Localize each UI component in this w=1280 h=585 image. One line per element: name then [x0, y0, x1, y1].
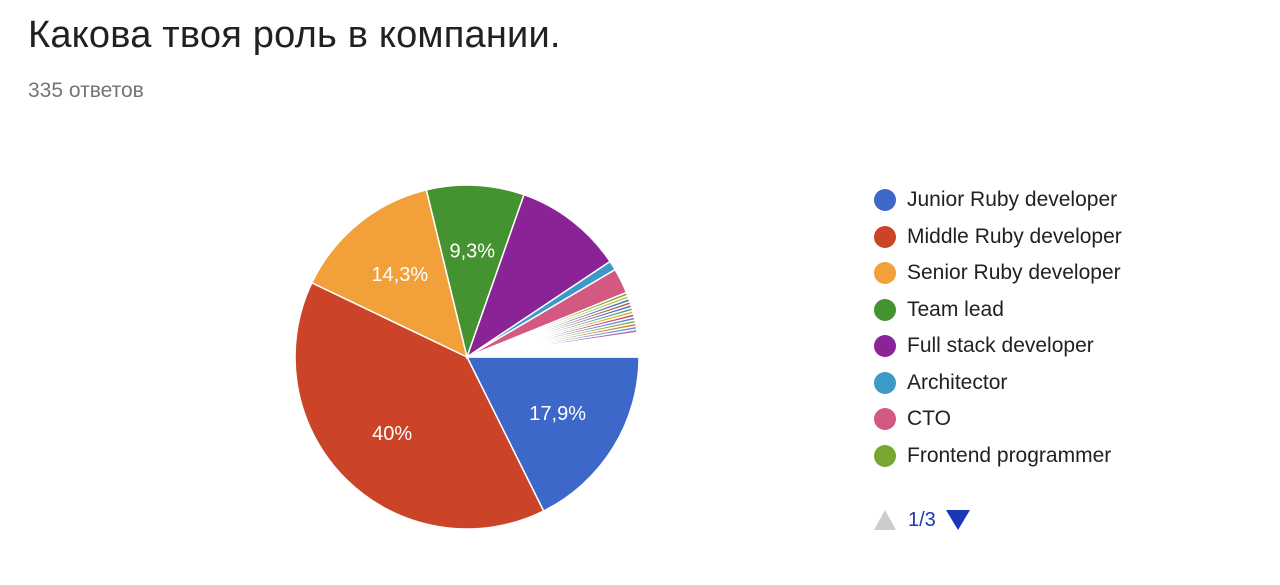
- legend-item: Middle Ruby developer: [874, 219, 1122, 256]
- slice-percent-label: 9,3%: [449, 240, 495, 262]
- pager-page-indicator: 1/3: [908, 508, 936, 531]
- pie-slice: [310, 188, 469, 359]
- legend-pager: 1/3: [874, 506, 970, 534]
- legend-label: Architector: [907, 370, 1008, 394]
- pager-next-icon[interactable]: [945, 510, 970, 530]
- pager-prev-icon[interactable]: [874, 510, 896, 530]
- legend-swatch: [874, 444, 896, 467]
- legend-swatch: [874, 189, 896, 212]
- question-title: Какова твоя роль в компании.: [28, 14, 561, 56]
- legend-item: Team lead: [874, 292, 1122, 329]
- legend-label: Junior Ruby developer: [907, 188, 1118, 212]
- legend-swatch: [874, 298, 896, 321]
- legend-label: Senior Ruby developer: [907, 261, 1121, 285]
- legend-swatch: [874, 371, 896, 394]
- slice-percent-label: 17,9%: [529, 403, 586, 425]
- legend-item: Full stack developer: [874, 328, 1122, 365]
- pie-slice: [465, 193, 612, 359]
- pie-slice: [425, 184, 525, 360]
- legend-item: CTO: [874, 401, 1122, 438]
- legend-label: Team lead: [907, 297, 1004, 321]
- legend-item: Frontend programmer: [874, 438, 1122, 475]
- legend-item: Junior Ruby developer: [874, 182, 1122, 219]
- slice-percent-label: 14,3%: [371, 264, 428, 286]
- legend-item: Senior Ruby developer: [874, 255, 1122, 292]
- chart-legend: Junior Ruby developer Middle Ruby develop…: [874, 182, 1122, 474]
- legend-item: Architector: [874, 365, 1122, 402]
- legend-swatch: [874, 335, 896, 358]
- legend-swatch: [874, 408, 896, 431]
- legend-swatch: [874, 262, 896, 285]
- pie-slice: [466, 331, 640, 358]
- response-count: 335 ответов: [28, 79, 144, 102]
- legend-label: Middle Ruby developer: [907, 224, 1122, 248]
- legend-label: Frontend programmer: [907, 443, 1112, 467]
- slice-percent-label: 40%: [372, 423, 412, 445]
- pie-slice: [294, 281, 545, 530]
- legend-label: CTO: [907, 407, 951, 431]
- legend-label: Full stack developer: [907, 334, 1094, 358]
- legend-swatch: [874, 225, 896, 248]
- pie-slice: [465, 356, 640, 513]
